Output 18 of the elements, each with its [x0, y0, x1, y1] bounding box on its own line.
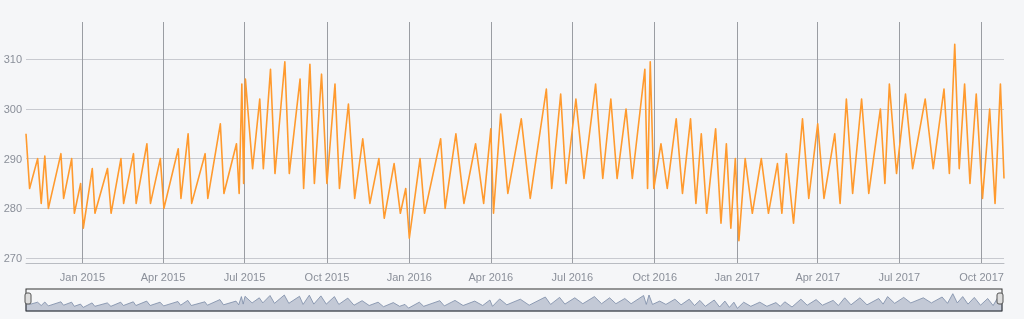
x-tick-label: Jan 2017: [714, 270, 760, 283]
y-tick-label: 290: [3, 152, 22, 165]
x-tick-label: Jul 2015: [223, 270, 266, 283]
x-tick-label: Jan 2016: [386, 270, 432, 283]
line-series: [25, 43, 1005, 242]
y-tick-label: 270: [3, 252, 22, 265]
x-tick-label: Apr 2015: [140, 270, 186, 283]
y-tick-label: 310: [3, 53, 22, 66]
x-tick-label: Jan 2015: [59, 270, 106, 283]
y-tick-label: 300: [3, 102, 22, 115]
x-tick-label: Oct 2016: [632, 270, 678, 283]
x-tick-label: Oct 2015: [304, 270, 350, 283]
x-tick-label: Jul 2016: [551, 270, 594, 283]
x-tick-label: Oct 2017: [959, 270, 1004, 283]
x-tick-label: Apr 2017: [795, 270, 841, 283]
x-tick-label: Jul 2017: [878, 270, 921, 283]
x-tick-label: Apr 2016: [468, 270, 514, 283]
y-tick-label: 280: [3, 202, 22, 215]
